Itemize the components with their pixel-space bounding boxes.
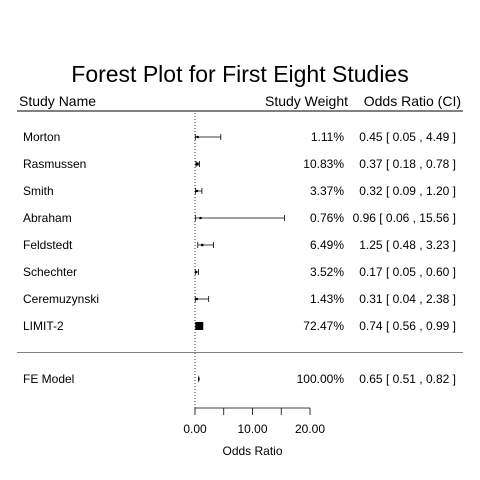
- study-weight: 10.83%: [303, 157, 344, 171]
- study-row: Smith 3.37% 0.32 [ 0.09 , 1.20 ]: [23, 184, 456, 198]
- x-tick-label: 10.00: [237, 422, 267, 436]
- summary-diamond: [197, 375, 200, 383]
- study-weight: 6.49%: [310, 238, 344, 252]
- study-row: Abraham 0.76% 0.96 [ 0.06 , 15.56 ]: [23, 211, 456, 225]
- study-weight: 1.11%: [311, 130, 344, 144]
- column-header-study: Study Name: [19, 93, 96, 109]
- x-axis-label: Odds Ratio: [222, 444, 282, 458]
- study-weight: 3.52%: [310, 265, 344, 279]
- summary-estimate: 0.65 [ 0.51 , 0.82 ]: [359, 372, 456, 386]
- x-tick-label: 0.00: [183, 422, 207, 436]
- study-name: Abraham: [23, 211, 72, 225]
- point-estimate: [194, 270, 198, 274]
- point-estimate: [196, 135, 199, 139]
- study-rows: Morton 1.11% 0.45 [ 0.05 , 4.49 ] Rasmussen…: [23, 130, 456, 333]
- study-name: Ceremuzynski: [23, 292, 99, 306]
- study-name: LIMIT-2: [23, 319, 64, 333]
- point-estimate: [199, 216, 202, 220]
- study-name: Feldstedt: [23, 238, 73, 252]
- study-estimate: 0.45 [ 0.05 , 4.49 ]: [359, 130, 456, 144]
- study-name: Morton: [23, 130, 60, 144]
- x-axis: 0.00 10.00 20.00: [183, 113, 325, 436]
- point-estimate: [195, 189, 198, 193]
- study-estimate: 0.31 [ 0.04 , 2.38 ]: [359, 292, 456, 306]
- column-header-weight: Study Weight: [265, 93, 348, 109]
- summary-row: FE Model 100.00% 0.65 [ 0.51 , 0.82 ]: [23, 372, 456, 386]
- study-estimate: 0.32 [ 0.09 , 1.20 ]: [359, 184, 456, 198]
- study-row: Feldstedt 6.49% 1.25 [ 0.48 , 3.23 ]: [23, 238, 456, 252]
- point-estimate: [200, 243, 204, 247]
- study-row: Morton 1.11% 0.45 [ 0.05 , 4.49 ]: [23, 130, 456, 144]
- study-estimate: 1.25 [ 0.48 , 3.23 ]: [359, 238, 456, 252]
- chart-title: Forest Plot for First Eight Studies: [71, 61, 408, 87]
- summary-weight: 100.00%: [297, 372, 345, 386]
- study-name: Rasmussen: [23, 157, 86, 171]
- column-header-estimate: Odds Ratio (CI): [364, 93, 461, 109]
- study-row: Rasmussen 10.83% 0.37 [ 0.18 , 0.78 ]: [23, 157, 456, 171]
- study-row: Ceremuzynski 1.43% 0.31 [ 0.04 , 2.38 ]: [23, 292, 456, 306]
- study-estimate: 0.96 [ 0.06 , 15.56 ]: [353, 211, 456, 225]
- summary-name: FE Model: [23, 372, 74, 386]
- study-name: Smith: [23, 184, 54, 198]
- study-weight: 1.43%: [310, 292, 344, 306]
- study-estimate: 0.37 [ 0.18 , 0.78 ]: [359, 157, 456, 171]
- point-estimate: [195, 297, 198, 301]
- study-weight: 3.37%: [310, 184, 344, 198]
- study-row: Schechter 3.52% 0.17 [ 0.05 , 0.60 ]: [23, 265, 456, 279]
- study-row: LIMIT-2 72.47% 0.74 [ 0.56 , 0.99 ]: [23, 319, 456, 333]
- point-estimate: [195, 322, 204, 330]
- x-tick-label: 20.00: [295, 422, 325, 436]
- study-weight: 0.76%: [310, 211, 344, 225]
- study-weight: 72.47%: [303, 319, 344, 333]
- study-estimate: 0.74 [ 0.56 , 0.99 ]: [359, 319, 456, 333]
- point-estimate: [195, 162, 199, 166]
- study-name: Schechter: [23, 265, 77, 279]
- study-estimate: 0.17 [ 0.05 , 0.60 ]: [359, 265, 456, 279]
